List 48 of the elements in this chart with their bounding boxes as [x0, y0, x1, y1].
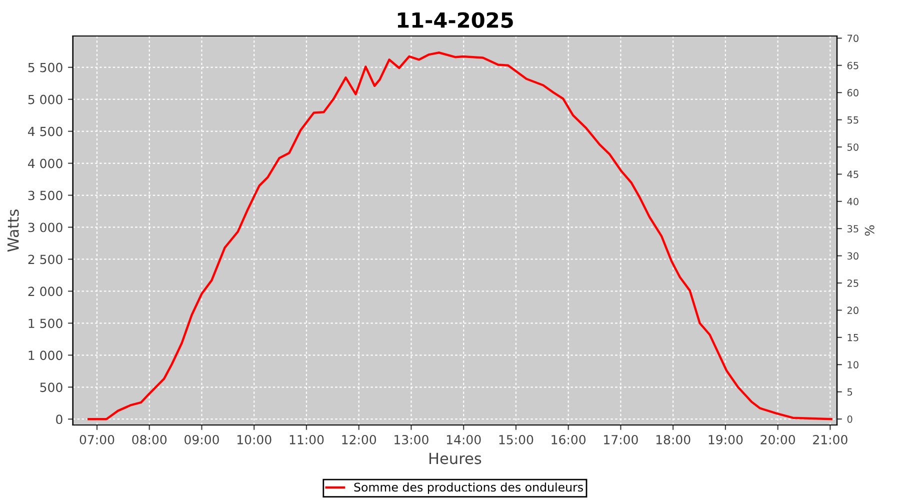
y2-axis-title: %	[864, 225, 874, 236]
y2-tick-label: 65	[847, 62, 858, 70]
y-tick-label: 5 500	[28, 62, 62, 72]
y2-tick-label: 50	[847, 143, 858, 151]
x-tick-label: 13:00	[394, 434, 428, 444]
x-tick-label: 19:00	[708, 434, 743, 444]
y2-tick-label: 45	[847, 170, 858, 178]
y-tick-label: 3 500	[28, 190, 62, 200]
x-tick-label: 09:00	[184, 434, 219, 444]
x-tick-label: 21:00	[813, 434, 848, 444]
y2-tick-label: 40	[847, 198, 858, 206]
y2-tick-label: 0	[847, 415, 852, 423]
x-tick-label: 11:00	[290, 434, 324, 444]
x-tick-label: 14:00	[446, 434, 481, 444]
y-tick-label: 2 000	[28, 286, 62, 296]
y-axis-title: Watts	[8, 210, 19, 252]
y2-tick-label: 30	[847, 252, 858, 260]
legend-label: Somme des productions des onduleurs	[354, 482, 583, 494]
y2-tick-label: 60	[847, 89, 858, 96]
y2-tick-label: 35	[847, 225, 858, 232]
y-tick-label: 1 500	[28, 318, 62, 328]
y2-tick-label: 70	[848, 34, 858, 42]
y-tick-label: 1 000	[28, 350, 62, 360]
x-tick-label: 08:00	[132, 434, 167, 444]
y-tick-label: 2 500	[28, 254, 62, 264]
x-tick-label: 12:00	[342, 434, 376, 444]
y2-tick-label: 5	[847, 388, 852, 396]
y2-tick-label: 15	[848, 334, 858, 342]
y2-tick-label: 20	[847, 306, 858, 314]
x-tick-label: 17:00	[604, 434, 638, 444]
line-series	[88, 52, 832, 420]
y-tick-label: 5 000	[28, 94, 62, 104]
y-tick-label: 3 000	[28, 222, 62, 232]
y-tick-label: 4 500	[28, 126, 62, 136]
x-tick-label: 07:00	[80, 434, 114, 444]
y2-tick-label: 25	[847, 279, 858, 287]
chart-title: 11-4-2025	[398, 12, 513, 28]
x-tick-label: 15:00	[499, 434, 534, 444]
y-tick-label: 4 000	[28, 158, 62, 168]
x-tick-label: 10:00	[237, 434, 272, 444]
x-tick-label: 20:00	[760, 434, 795, 444]
x-axis-title: Heures	[430, 452, 482, 464]
y-tick-label: 0	[56, 414, 62, 424]
x-tick-label: 18:00	[656, 434, 690, 444]
y2-tick-label: 55	[847, 116, 858, 124]
x-tick-label: 16:00	[552, 434, 586, 444]
y-tick-label: 500	[40, 382, 62, 392]
y2-tick-label: 10	[848, 361, 858, 368]
